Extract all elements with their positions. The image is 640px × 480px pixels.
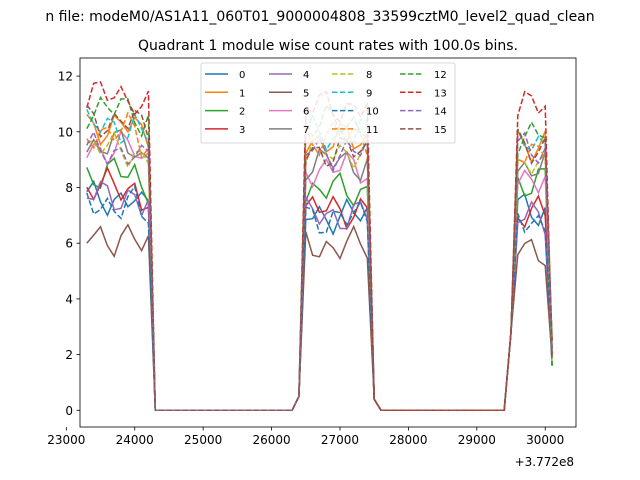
y-tick-label: 4	[65, 292, 73, 306]
legend-label-14: 14	[434, 107, 447, 118]
x-tick-label: 29000	[458, 433, 496, 447]
legend-label-0: 0	[239, 70, 245, 81]
legend-label-5: 5	[303, 88, 309, 99]
y-tick-label: 6	[65, 237, 73, 251]
x-tick-label: 24000	[116, 433, 154, 447]
y-tick-label: 10	[58, 125, 73, 139]
legend-label-1: 1	[239, 88, 245, 99]
x-tick-label: 28000	[389, 433, 427, 447]
legend-label-6: 6	[303, 107, 309, 118]
x-tick-label: 23000	[47, 433, 85, 447]
y-tick-label: 2	[65, 348, 73, 362]
x-tick-label: 26000	[252, 433, 290, 447]
legend-box	[200, 62, 456, 144]
legend-label-7: 7	[303, 125, 309, 136]
x-tick-label: 30000	[526, 433, 564, 447]
y-tick-label: 12	[58, 70, 73, 84]
figure-suptitle: n file: modeM0/AS1A11_060T01_9000004808_…	[45, 9, 594, 25]
y-tick-label: 8	[65, 181, 73, 195]
x-tick-label: 27000	[321, 433, 359, 447]
legend-label-8: 8	[366, 70, 372, 81]
plot-area: 23000 24000 25000 26000 27000 28000 29000 30000…	[47, 57, 577, 447]
legend-label-4: 4	[303, 70, 309, 81]
y-tick-label: 0	[65, 404, 73, 418]
legend-label-3: 3	[239, 125, 245, 136]
legend-label-10: 10	[366, 107, 379, 118]
legend-label-2: 2	[239, 107, 245, 118]
x-tick-label: 25000	[184, 433, 222, 447]
series-line-15	[86, 104, 553, 412]
legend-label-9: 9	[366, 88, 372, 99]
axes-frame	[79, 57, 577, 428]
legend-label-11: 11	[366, 125, 379, 136]
legend-label-15: 15	[434, 125, 447, 136]
legend-label-12: 12	[434, 70, 447, 81]
legend-label-13: 13	[434, 88, 447, 99]
x-offset-label: +3.772e8	[515, 455, 574, 469]
chart-title: Quadrant 1 module wise count rates with …	[138, 38, 518, 54]
